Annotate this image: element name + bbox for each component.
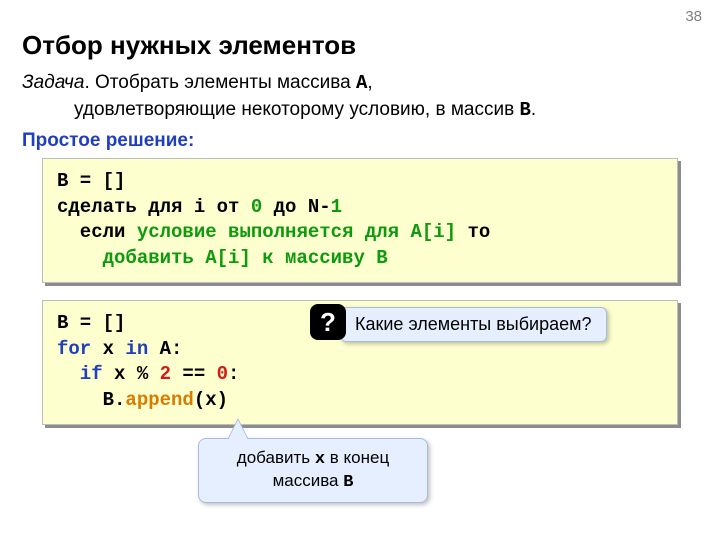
c2l3f: : [228, 363, 239, 385]
c2l3a: if [57, 363, 114, 385]
c1l3a: если [57, 221, 137, 243]
c1l4b: добавить A[i] к массиву B [103, 247, 388, 269]
task-text: Задача. Отобрать элементы массива A, удо… [22, 70, 698, 123]
hint-B: B [343, 473, 353, 492]
c2l2a: for [57, 338, 103, 360]
task-label: Задача [22, 72, 84, 93]
c1l2d: 1 [331, 196, 342, 218]
task-line2a: удовлетворяющие некоторому условию, в ма… [74, 99, 519, 120]
c2l4c: (x) [194, 389, 228, 411]
c2l3e: 0 [217, 363, 228, 385]
hint-bubble: добавить x в конец массива B [198, 438, 428, 503]
code-block-pseudo: B = [] сделать для i от 0 до N-1 если ус… [42, 158, 678, 283]
subheading: Простое решение: [22, 130, 194, 152]
c2l4a: B. [57, 389, 125, 411]
c1l3c: то [456, 221, 490, 243]
task-line2-tail: . [531, 99, 536, 120]
task-arr-a: A [356, 72, 367, 94]
callout-question: Какие элементы выбираем? [340, 307, 607, 342]
hint-a: добавить [237, 448, 315, 467]
c2l3d: == [171, 363, 217, 385]
task-line1-tail: , [367, 72, 372, 93]
c1l4a [57, 247, 103, 269]
c2l4b: append [125, 389, 193, 411]
hint-tail [228, 420, 248, 440]
task-arr-b: B [519, 99, 530, 121]
task-line1a: . Отобрать элементы массива [84, 72, 356, 93]
c1l1: B = [] [57, 170, 125, 192]
c1l2a: сделать для i от [57, 196, 251, 218]
question-mark-icon: ? [310, 304, 346, 340]
c2l2c: in [125, 338, 159, 360]
hint-x: x [315, 450, 325, 469]
c2l2b: x [103, 338, 126, 360]
c2l1: B = [] [57, 312, 125, 334]
page-title: Отбор нужных элементов [22, 30, 356, 61]
c1l3b: условие выполняется для A[i] [137, 221, 456, 243]
page-number: 38 [685, 8, 702, 25]
c2l3b: x % [114, 363, 160, 385]
c1l2b: 0 [251, 196, 262, 218]
c2l2d: A: [160, 338, 183, 360]
c2l3c: 2 [160, 363, 171, 385]
c1l2c: до N- [262, 196, 330, 218]
